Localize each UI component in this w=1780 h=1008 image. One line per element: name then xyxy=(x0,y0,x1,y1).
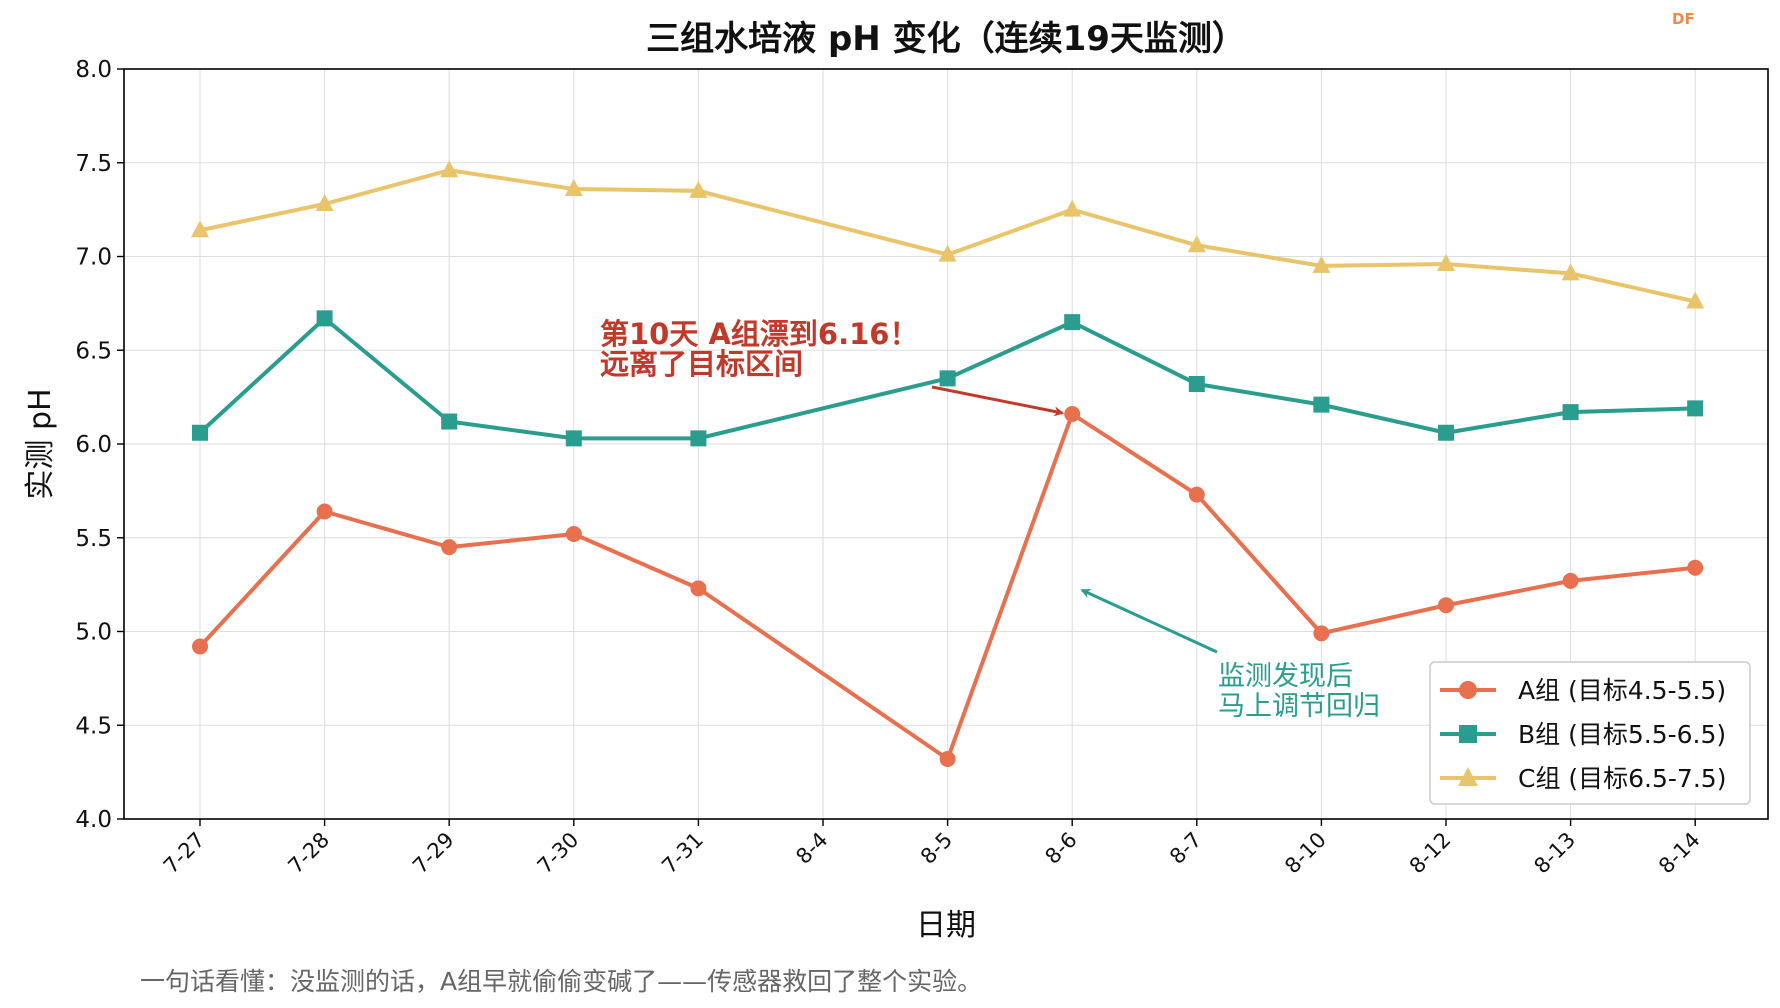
x-tick-label: 8-4 xyxy=(791,828,832,869)
series-c-point xyxy=(1063,199,1082,217)
legend: A组 (目标4.5-5.5) B组 (目标5.5-6.5) C组 (目标6.5-7.… xyxy=(1429,661,1751,805)
series-b-point xyxy=(316,310,333,327)
annotation-a-peak-arrow xyxy=(931,385,1065,417)
series-c-point xyxy=(1187,235,1206,253)
series-a xyxy=(192,406,1704,767)
annotation-a-peak: 第10天 A组漂到6.16！远离了目标区间 xyxy=(600,317,1065,417)
x-tick-label: 7-28 xyxy=(283,828,334,879)
annotation-a-peak-text: 远离了目标区间 xyxy=(600,347,803,381)
series-a-point xyxy=(1562,572,1579,589)
series-c-point xyxy=(191,220,209,238)
series-a-point xyxy=(565,526,582,542)
series-c-point xyxy=(1686,291,1705,309)
series-a-point xyxy=(1064,406,1081,422)
series-b-point xyxy=(192,424,208,441)
series-b-point xyxy=(939,370,956,387)
series-c-point xyxy=(315,194,334,211)
series-a-point xyxy=(192,638,208,655)
y-tick-label: 4.0 xyxy=(75,807,112,833)
series-a-point xyxy=(316,503,333,520)
series-a-point xyxy=(1313,625,1330,642)
series-a-point xyxy=(441,539,458,556)
legend-box xyxy=(1429,661,1751,805)
y-tick-label: 4.5 xyxy=(75,713,112,739)
series-c-point xyxy=(1561,263,1580,281)
annotation-a-peak-text: 第10天 A组漂到6.16！ xyxy=(600,317,918,351)
annotation-recovery-text: 马上调节回归 xyxy=(1218,691,1380,722)
series-b-point xyxy=(1438,424,1454,441)
series-a-point xyxy=(690,580,707,597)
legend-swatch-marker xyxy=(1459,725,1477,743)
series-c-point xyxy=(1437,254,1455,271)
chart-caption: 一句话看懂：没监测的话，A组早就偷偷变碱了——传感器救回了整个实验。 xyxy=(140,967,983,996)
series-b-line xyxy=(198,316,1696,441)
series-b-point xyxy=(690,430,707,447)
x-tick-label: 7-29 xyxy=(408,828,459,879)
y-tick-label: 6.0 xyxy=(75,432,112,458)
legend-label: B组 (目标5.5-6.5) xyxy=(1518,720,1726,749)
y-tick-label: 7.0 xyxy=(75,245,112,271)
series-a-point xyxy=(1687,559,1704,576)
y-tick-label: 8.0 xyxy=(75,57,112,83)
series-b-point xyxy=(1188,376,1205,392)
x-axis-label: 日期 xyxy=(916,908,976,943)
y-tick-label: 6.5 xyxy=(75,338,112,364)
series-c-point xyxy=(1312,255,1331,273)
series-a-line xyxy=(198,412,1696,761)
series-c xyxy=(191,160,1705,309)
legend-label: C组 (目标6.5-7.5) xyxy=(1518,764,1726,793)
series-a-point xyxy=(1438,597,1454,614)
x-tick-label: 8-7 xyxy=(1165,828,1206,869)
x-tick-label: 8-14 xyxy=(1654,828,1705,879)
series-a-point xyxy=(1188,486,1205,503)
y-tick-label: 5.5 xyxy=(75,526,112,552)
series-b xyxy=(192,310,1704,447)
series-c-point xyxy=(689,180,708,198)
series-b-point xyxy=(1313,396,1330,413)
legend-swatch-marker xyxy=(1459,681,1477,699)
series-c-point xyxy=(440,160,459,178)
annotation-recovery-text: 监测发现后 xyxy=(1218,661,1353,692)
y-axis-label: 实测 pH xyxy=(23,388,58,499)
watermark-logo: DF xyxy=(1672,10,1695,28)
x-tick-label: 8-13 xyxy=(1529,828,1580,879)
x-tick-label: 7-27 xyxy=(159,828,210,879)
x-tick-label: 8-5 xyxy=(916,828,957,869)
x-tick-label: 7-31 xyxy=(657,828,708,879)
series-b-point xyxy=(441,413,458,430)
legend-label: A组 (目标4.5-5.5) xyxy=(1518,676,1726,705)
series-b-point xyxy=(1687,400,1704,417)
series-c-line xyxy=(199,168,1696,304)
series-b-point xyxy=(1562,404,1579,421)
series-c-point xyxy=(564,179,583,196)
x-tick-label: 8-12 xyxy=(1405,828,1456,879)
series-c-point xyxy=(938,244,957,262)
y-tick-label: 5.0 xyxy=(75,620,112,646)
series-b-point xyxy=(565,430,582,447)
y-tick-label: 7.5 xyxy=(75,151,112,177)
series-a-point xyxy=(939,751,956,767)
x-tick-label: 8-6 xyxy=(1041,828,1082,869)
series-b-point xyxy=(1064,314,1081,331)
annotation-recovery-arrow xyxy=(1080,588,1218,654)
x-tick-label: 7-30 xyxy=(533,828,584,879)
x-tick-label: 8-10 xyxy=(1280,828,1331,879)
chart-title: 三组水培液 pH 变化（连续19天监测） xyxy=(646,19,1246,59)
legend-swatch-marker xyxy=(1458,767,1478,786)
